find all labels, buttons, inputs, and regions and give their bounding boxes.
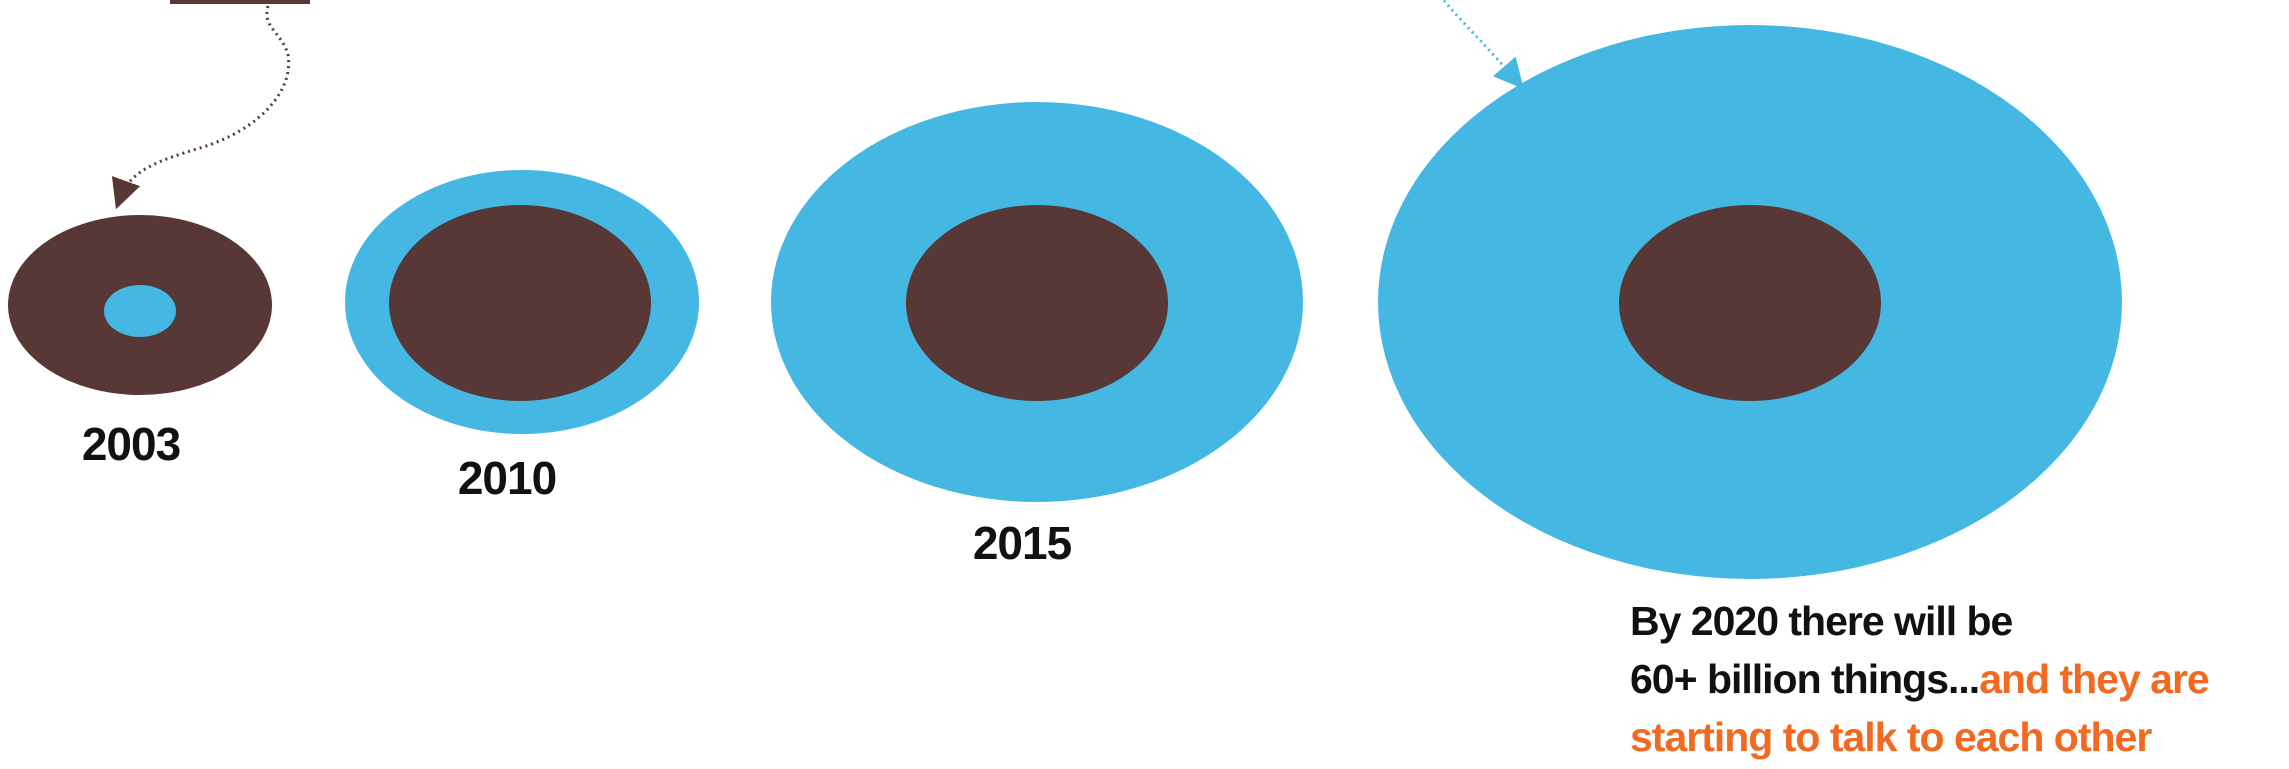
people-ellipse-2020 (1619, 205, 1881, 401)
caption-line-2-dark: 60+ billion things... (1630, 656, 1980, 702)
stage-2015: 2015 (771, 102, 1303, 569)
stage-2003: 2003 (8, 215, 272, 470)
year-label-2010: 2010 (458, 452, 556, 504)
caption-line-2-accent: and they are (1979, 656, 2210, 702)
cropped-header-box (170, 0, 310, 4)
things-ellipse-2003 (104, 285, 176, 337)
caption-line-3: starting to talk to each other (1630, 714, 2152, 760)
stage-2010: 2010 (345, 170, 699, 504)
year-label-2003: 2003 (82, 418, 180, 470)
people-ellipse-2015 (906, 205, 1168, 401)
caption-line-1: By 2020 there will be (1630, 598, 2013, 644)
dotted-arrow-people (111, 5, 291, 210)
caption: By 2020 there will be 60+ billion things… (1630, 592, 2270, 766)
dotted-arrow-things (1441, 0, 1524, 90)
stage-2020 (1378, 25, 2122, 579)
caption-line-2: 60+ billion things...and they are (1630, 650, 2270, 708)
year-label-2015: 2015 (973, 517, 1072, 569)
people-ellipse-2010 (389, 205, 651, 401)
